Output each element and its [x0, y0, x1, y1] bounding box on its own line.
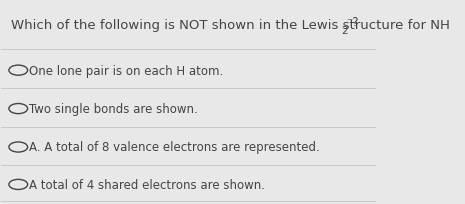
Text: ⁻?: ⁻?	[346, 16, 359, 29]
Text: Two single bonds are shown.: Two single bonds are shown.	[29, 103, 198, 115]
Text: Which of the following is NOT shown in the Lewis structure for NH: Which of the following is NOT shown in t…	[11, 19, 450, 32]
Text: 2: 2	[341, 26, 347, 35]
Text: One lone pair is on each H atom.: One lone pair is on each H atom.	[29, 64, 224, 77]
Text: A. A total of 8 valence electrons are represented.: A. A total of 8 valence electrons are re…	[29, 141, 320, 154]
Text: A total of 4 shared electrons are shown.: A total of 4 shared electrons are shown.	[29, 178, 266, 191]
